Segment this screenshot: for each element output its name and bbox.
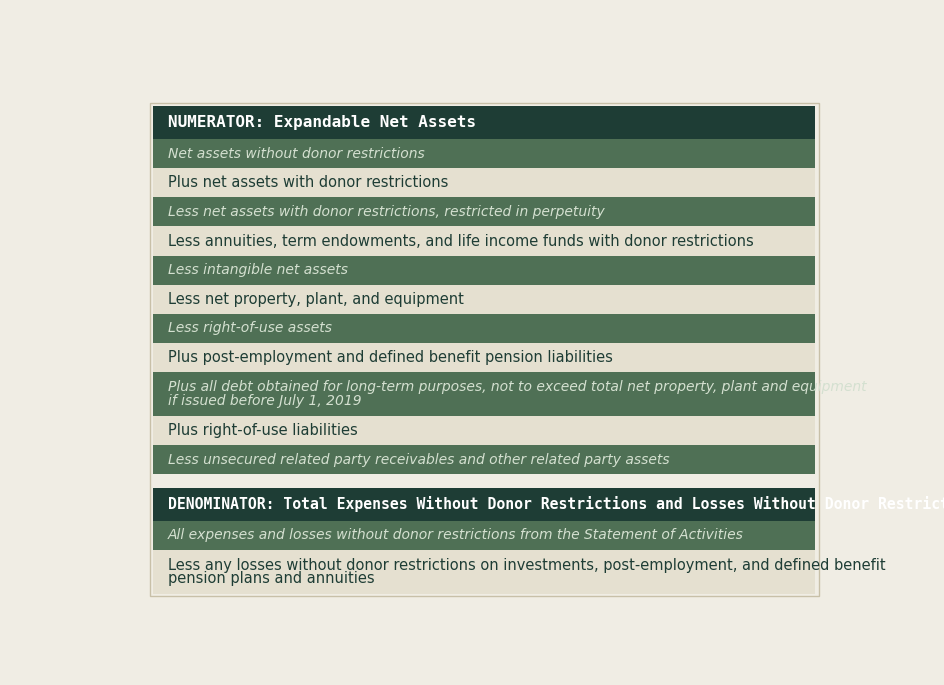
Bar: [153, 285, 815, 314]
Text: All expenses and losses without donor restrictions from the Statement of Activit: All expenses and losses without donor re…: [168, 528, 743, 543]
Text: Less annuities, term endowments, and life income funds with donor restrictions: Less annuities, term endowments, and lif…: [168, 234, 753, 249]
Bar: [153, 256, 815, 285]
Bar: [153, 550, 815, 594]
Bar: [153, 227, 815, 256]
Bar: [153, 314, 815, 343]
Bar: [153, 521, 815, 550]
Text: Less unsecured related party receivables and other related party assets: Less unsecured related party receivables…: [168, 453, 669, 466]
Text: Plus net assets with donor restrictions: Plus net assets with donor restrictions: [168, 175, 447, 190]
Bar: [153, 169, 815, 197]
Text: Less net property, plant, and equipment: Less net property, plant, and equipment: [168, 292, 464, 307]
Bar: [153, 197, 815, 227]
Text: Net assets without donor restrictions: Net assets without donor restrictions: [168, 147, 424, 161]
Bar: [153, 139, 815, 169]
Text: DENOMINATOR: Total Expenses Without Donor Restrictions and Losses Without Donor : DENOMINATOR: Total Expenses Without Dono…: [168, 496, 944, 512]
Text: Less intangible net assets: Less intangible net assets: [168, 263, 347, 277]
Bar: [153, 106, 815, 139]
Text: pension plans and annuities: pension plans and annuities: [168, 571, 374, 586]
Bar: [153, 445, 815, 474]
Text: Plus all debt obtained for long-term purposes, not to exceed total net property,: Plus all debt obtained for long-term pur…: [168, 380, 866, 395]
Bar: [153, 343, 815, 372]
Text: Plus right-of-use liabilities: Plus right-of-use liabilities: [168, 423, 357, 438]
Text: Plus post-employment and defined benefit pension liabilities: Plus post-employment and defined benefit…: [168, 350, 612, 365]
Bar: [153, 416, 815, 445]
Bar: [153, 488, 815, 521]
Text: Less right-of-use assets: Less right-of-use assets: [168, 321, 331, 336]
Text: Less net assets with donor restrictions, restricted in perpetuity: Less net assets with donor restrictions,…: [168, 205, 604, 219]
Bar: [153, 372, 815, 416]
Text: Less any losses without donor restrictions on investments, post-employment, and : Less any losses without donor restrictio…: [168, 558, 885, 573]
Text: NUMERATOR: Expandable Net Assets: NUMERATOR: Expandable Net Assets: [168, 115, 476, 130]
Text: if issued before July 1, 2019: if issued before July 1, 2019: [168, 394, 362, 408]
